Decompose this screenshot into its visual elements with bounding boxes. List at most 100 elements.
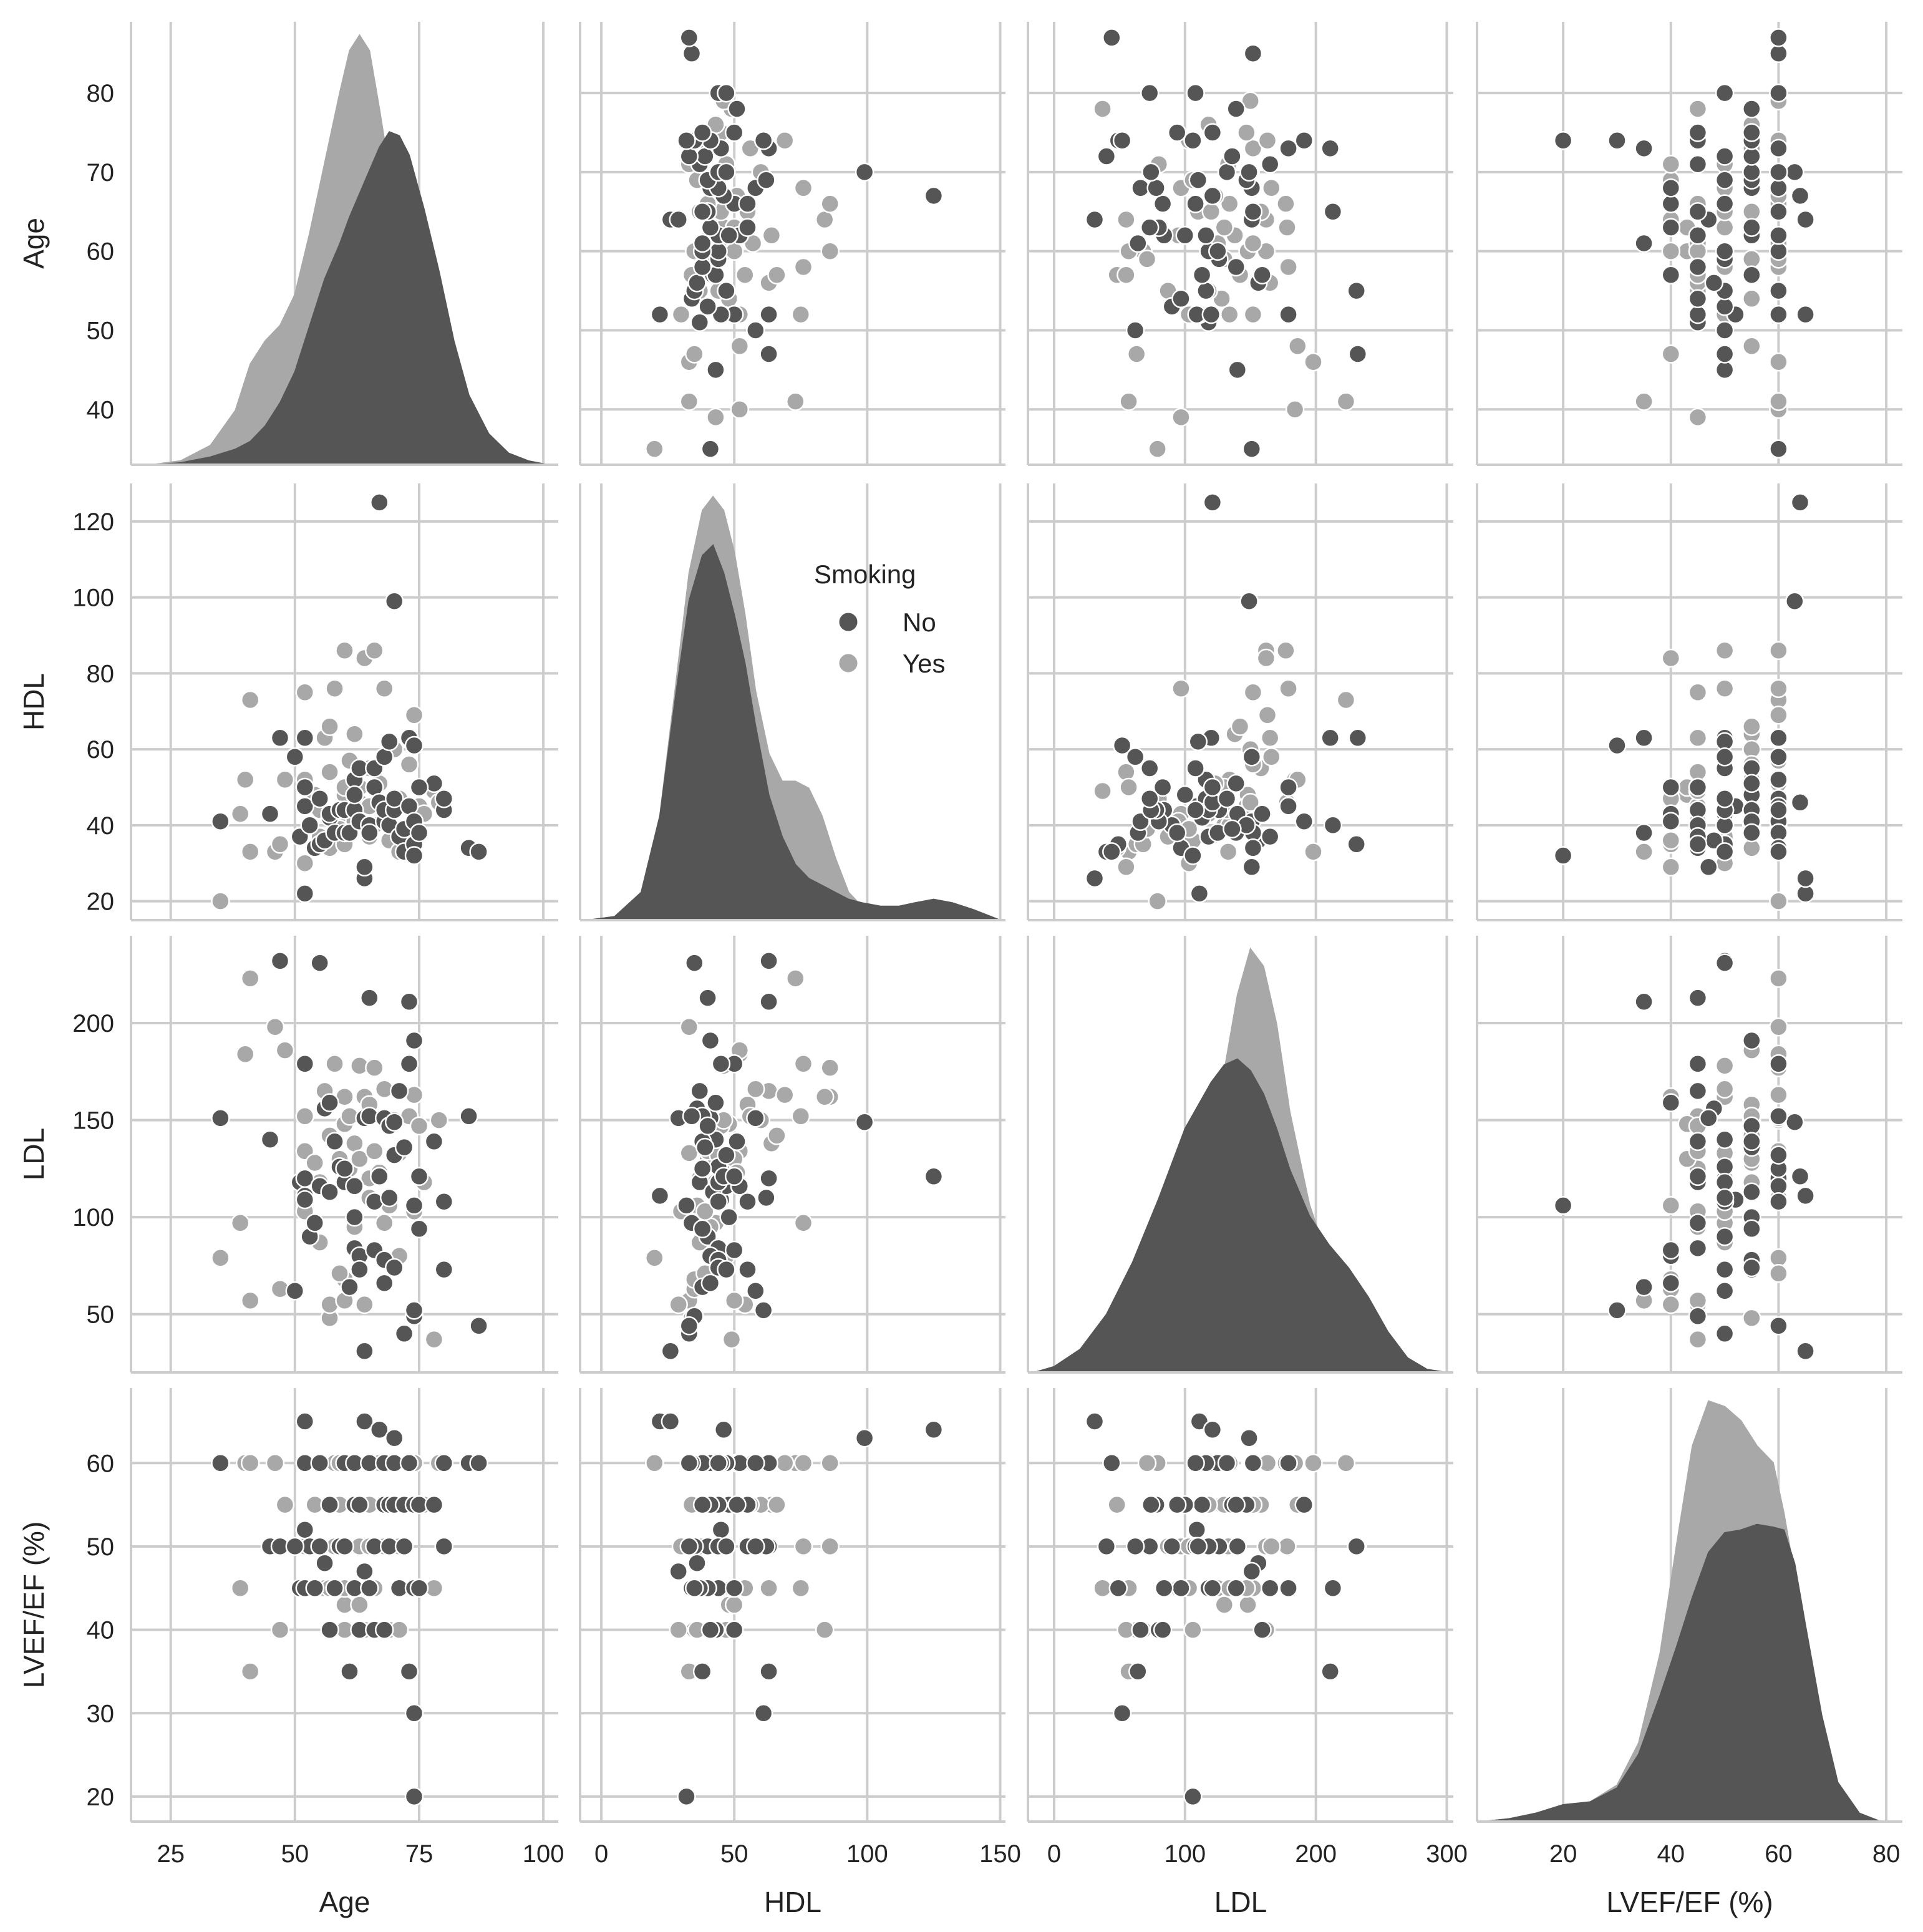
- x-tick-label: 75: [405, 1840, 434, 1868]
- scatter-point: [650, 304, 670, 324]
- panel-lvef-ef-vs-age: [130, 1388, 558, 1823]
- scatter-point: [399, 1054, 419, 1074]
- scatter-point: [1698, 857, 1718, 877]
- y-tick-label: 100: [72, 1204, 114, 1231]
- scatter-point: [235, 1044, 255, 1064]
- y-tick-label: 50: [87, 1533, 115, 1561]
- x-tick-label: 60: [1765, 1840, 1793, 1868]
- scatter-point: [679, 1454, 699, 1473]
- scatter-point: [1171, 679, 1191, 698]
- scatter-point: [719, 1207, 739, 1227]
- scatter-point: [1219, 194, 1239, 213]
- scatter-point: [1131, 1620, 1150, 1639]
- scatter-point: [355, 857, 374, 877]
- scatter-point: [1661, 241, 1681, 261]
- scatter-point: [1167, 1495, 1187, 1515]
- scatter-point: [1226, 257, 1246, 277]
- y-tick-label: 70: [87, 159, 115, 187]
- x-axis-title-hdl: HDL: [764, 1886, 821, 1918]
- scatter-point: [469, 1316, 488, 1336]
- scatter-point: [1742, 823, 1761, 843]
- scatter-point: [1279, 304, 1298, 324]
- scatter-point: [315, 1553, 334, 1573]
- scatter-point: [1715, 1281, 1735, 1301]
- scatter-point: [1154, 1578, 1174, 1598]
- scatter-point: [1294, 1495, 1314, 1515]
- x-tick-label: 40: [1657, 1840, 1685, 1868]
- scatter-point: [384, 591, 404, 611]
- scatter-point: [1785, 162, 1804, 182]
- scatter-point: [345, 785, 364, 805]
- scatter-point: [685, 953, 704, 973]
- y-axis-title-hdl: HDL: [17, 673, 50, 731]
- scatter-point: [320, 1620, 339, 1639]
- scatter-point: [1769, 800, 1788, 820]
- scatter-point: [1186, 800, 1205, 820]
- scatter-point: [1661, 1196, 1681, 1215]
- scatter-point: [310, 953, 329, 973]
- scatter-point: [855, 1428, 874, 1448]
- scatter-point: [1742, 1182, 1761, 1201]
- kde-area-no: [150, 131, 549, 465]
- scatter-point: [1214, 218, 1234, 237]
- scatter-point: [1742, 336, 1761, 356]
- scatter-point: [692, 202, 712, 221]
- scatter-point: [1203, 186, 1223, 206]
- scatter-point: [1217, 1454, 1237, 1473]
- scatter-point: [1188, 1536, 1208, 1556]
- scatter-point: [1742, 99, 1761, 119]
- scatter-point: [753, 1301, 773, 1320]
- scatter-point: [775, 1454, 795, 1473]
- scatter-point: [1107, 1495, 1126, 1515]
- scatter-point: [1148, 891, 1167, 911]
- scatter-point: [1252, 1620, 1272, 1639]
- scatter-point: [1125, 747, 1145, 767]
- scatter-point: [335, 1536, 354, 1556]
- scatter-point: [1243, 304, 1263, 324]
- scatter-point: [265, 1454, 285, 1473]
- scatter-point: [1688, 123, 1708, 142]
- scatter-point: [1140, 83, 1160, 103]
- scatter-point: [724, 1167, 744, 1187]
- scatter-point: [1336, 690, 1356, 710]
- scatter-point: [1769, 728, 1788, 748]
- scatter-point: [1323, 815, 1343, 835]
- scatter-point: [1796, 1341, 1815, 1361]
- x-tick-label: 0: [1047, 1840, 1061, 1868]
- scatter-point: [211, 1109, 230, 1128]
- scatter-point: [1769, 1145, 1788, 1165]
- scatter-point: [1769, 1107, 1788, 1126]
- scatter-point: [753, 130, 773, 150]
- scatter-point: [409, 1167, 429, 1187]
- scatter-point: [677, 130, 696, 150]
- scatter-point: [379, 1188, 399, 1208]
- scatter-point: [1223, 147, 1242, 166]
- series-no: [211, 493, 488, 903]
- scatter-point: [1715, 842, 1735, 862]
- x-tick-label: 20: [1549, 1840, 1577, 1868]
- scatter-point: [1769, 352, 1788, 372]
- scatter-point: [1347, 1536, 1366, 1556]
- scatter-point: [1348, 344, 1368, 364]
- scatter-point: [1661, 1294, 1681, 1314]
- scatter-point: [1108, 1578, 1128, 1598]
- y-tick-label: 40: [87, 396, 115, 424]
- scatter-point: [424, 1329, 444, 1349]
- series-no: [211, 951, 488, 1361]
- scatter-point: [300, 815, 319, 835]
- scatter-point: [1171, 1578, 1191, 1598]
- scatter-point: [700, 1031, 720, 1051]
- scatter-point: [240, 690, 260, 710]
- panel-hdl-vs-age: [130, 483, 558, 921]
- series-no: [1085, 493, 1368, 903]
- scatter-point: [1769, 679, 1788, 698]
- scatter-point: [1243, 682, 1263, 702]
- scatter-point: [1715, 321, 1735, 340]
- y-tick-label: 50: [87, 1301, 115, 1329]
- scatter-point: [330, 1264, 349, 1283]
- scatter-point: [1785, 1112, 1804, 1132]
- scatter-point: [409, 1219, 429, 1239]
- scatter-point: [1102, 28, 1121, 47]
- scatter-point: [671, 304, 691, 324]
- scatter-point: [285, 1281, 305, 1301]
